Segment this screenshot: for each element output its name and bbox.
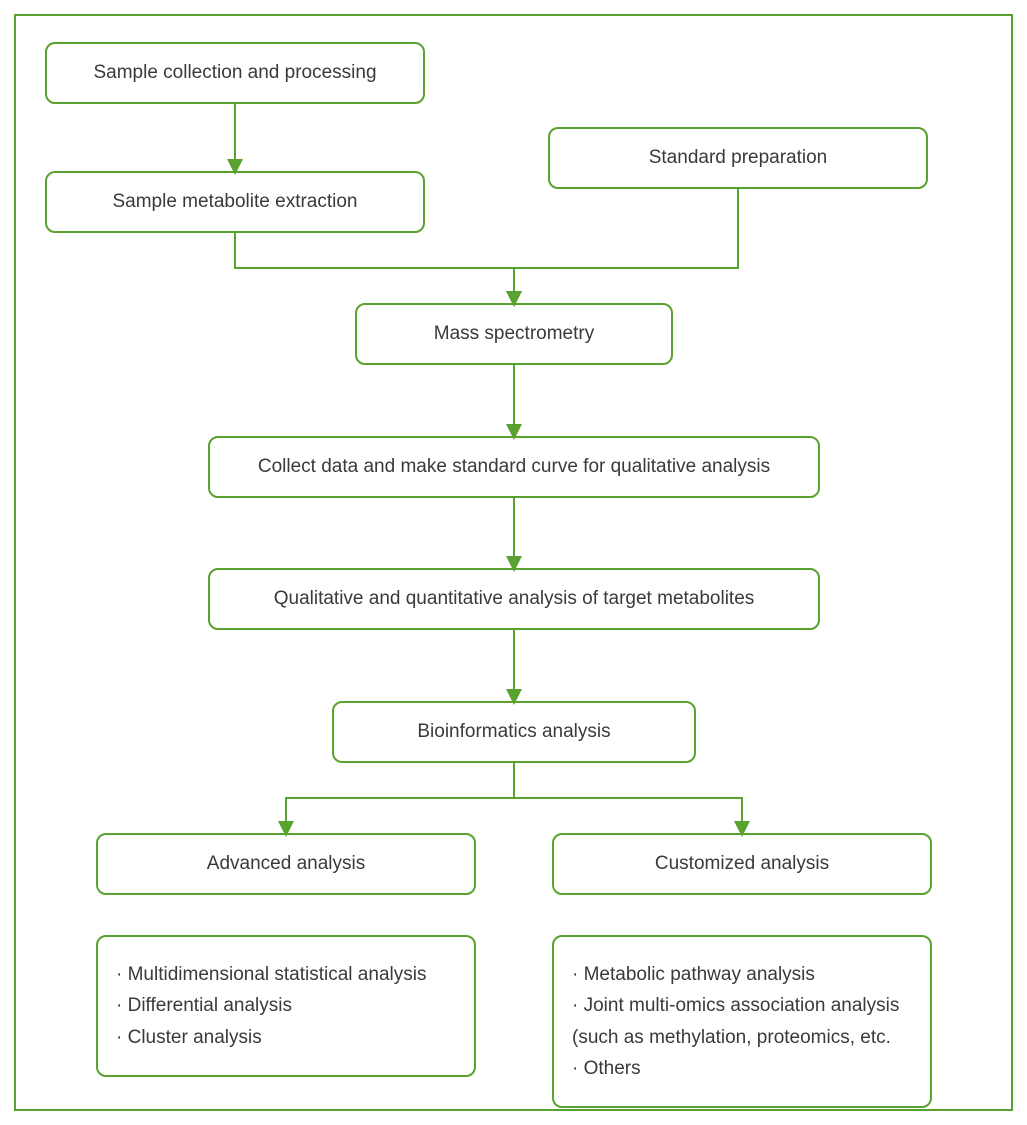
node-n8: Advanced analysis xyxy=(96,833,476,895)
node-n7: Bioinformatics analysis xyxy=(332,701,696,763)
detail-list: Metabolic pathway analysisJoint multi-om… xyxy=(572,959,912,1084)
node-n6: Qualitative and quantitative analysis of… xyxy=(208,568,820,630)
detail-list: Multidimensional statistical analysisDif… xyxy=(116,959,456,1053)
node-n9: Customized analysis xyxy=(552,833,932,895)
node-label: Advanced analysis xyxy=(207,853,365,875)
node-n1: Sample collection and processing xyxy=(45,42,425,104)
node-n2: Standard preparation xyxy=(548,127,928,189)
node-label: Mass spectrometry xyxy=(434,323,594,345)
node-n3: Sample metabolite extraction xyxy=(45,171,425,233)
detail-item: Metabolic pathway analysis xyxy=(572,959,912,990)
node-label: Collect data and make standard curve for… xyxy=(258,456,770,478)
detail-item: Differential analysis xyxy=(116,990,456,1021)
detail-item: Cluster analysis xyxy=(116,1022,456,1053)
node-n5: Collect data and make standard curve for… xyxy=(208,436,820,498)
node-label: Qualitative and quantitative analysis of… xyxy=(274,588,755,610)
node-label: Standard preparation xyxy=(649,147,828,169)
node-n4: Mass spectrometry xyxy=(355,303,673,365)
node-label: Sample collection and processing xyxy=(93,62,376,84)
flowchart-canvas: Sample collection and processing Standard… xyxy=(0,0,1027,1125)
detail-d9: Metabolic pathway analysisJoint multi-om… xyxy=(552,935,932,1108)
node-label: Sample metabolite extraction xyxy=(112,191,357,213)
node-label: Customized analysis xyxy=(655,853,829,875)
node-label: Bioinformatics analysis xyxy=(417,721,610,743)
detail-d8: Multidimensional statistical analysisDif… xyxy=(96,935,476,1077)
detail-item: Others xyxy=(572,1053,912,1084)
detail-item: Multidimensional statistical analysis xyxy=(116,959,456,990)
detail-item: Joint multi-omics association analysis (… xyxy=(572,990,912,1053)
